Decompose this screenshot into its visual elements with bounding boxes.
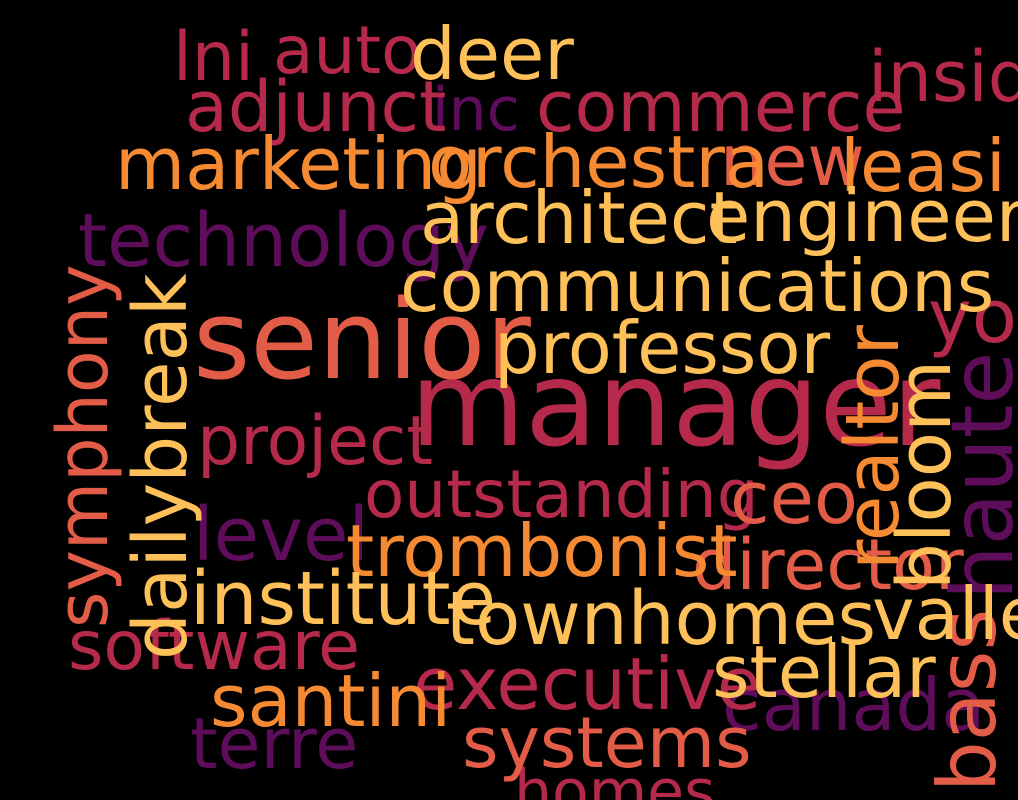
- word-homes: homes: [514, 757, 716, 800]
- word-ceo: ceo: [730, 456, 858, 540]
- word-executive: executive: [413, 642, 762, 726]
- word-marketing: marketing: [115, 122, 482, 206]
- word-symphony: symphony: [42, 264, 124, 628]
- word-orchestra: orchestra: [428, 120, 770, 204]
- word-systems: systems: [462, 702, 752, 784]
- word-terre: terre: [190, 703, 359, 785]
- word-architect: architect: [420, 176, 738, 260]
- word-stellar: stellar: [712, 630, 936, 714]
- word-canada: canada: [722, 663, 986, 747]
- word-level: level: [193, 492, 369, 578]
- word-auto: auto: [273, 12, 422, 89]
- word-project: project: [197, 402, 434, 481]
- word-software: software: [68, 607, 361, 686]
- word-engineer: engineer: [706, 174, 1018, 258]
- word-director: director: [692, 524, 964, 606]
- word-trombonist: trombonist: [346, 509, 738, 593]
- word-inc: inc: [432, 75, 520, 145]
- word-senior: senior: [193, 276, 531, 404]
- word-yo: yo: [928, 274, 1018, 360]
- word-dailybreak: dailybreak: [118, 273, 204, 660]
- word-commerce: commerce: [536, 66, 906, 148]
- word-santini: santini: [210, 659, 452, 743]
- word-townhomes: townhomes: [446, 576, 877, 662]
- word-manager: manager: [410, 335, 941, 473]
- word-new: new: [720, 120, 865, 202]
- word-communications: communications: [400, 244, 995, 328]
- word-lni: lni: [173, 18, 254, 97]
- word-leasi: leasi: [840, 124, 1006, 208]
- word-institute: institute: [190, 556, 497, 642]
- word-adjunct: adjunct: [185, 66, 447, 148]
- word-technology: technology: [78, 198, 489, 284]
- word-deer: deer: [410, 12, 574, 96]
- word-insid: insid: [868, 36, 1018, 118]
- word-outstanding: outstanding: [364, 456, 759, 533]
- word-valle: valle: [872, 572, 1018, 656]
- word-professor: professor: [494, 306, 831, 390]
- word-bloom: bloom: [882, 359, 968, 590]
